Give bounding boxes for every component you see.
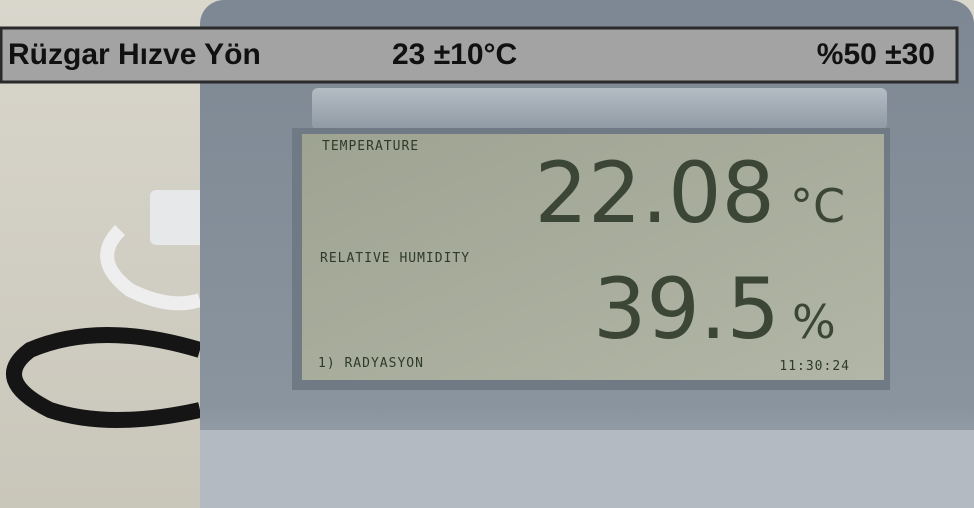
header-spec: 23 ±10°C <box>392 38 517 71</box>
lcd-time: 11:30:24 <box>779 359 850 374</box>
lcd-unit: % <box>792 295 836 349</box>
photo: TEMPERATURE 22.08 °C RELATIVE HUMIDITY 3… <box>0 0 974 508</box>
lcd-label: RELATIVE HUMIDITY <box>320 251 470 266</box>
device-base <box>200 430 974 508</box>
lcd-value: 22.08 <box>535 144 775 242</box>
lcd-value: 39.5 <box>593 260 780 358</box>
lcd-status: 1) RADYASYON <box>318 356 424 371</box>
header-title: Rüzgar Hızve Yön <box>8 38 261 71</box>
header-spec: %50 ±30 <box>817 38 935 71</box>
lcd-unit: °C <box>790 179 845 233</box>
lcd-label: TEMPERATURE <box>322 139 419 154</box>
connector <box>150 190 205 245</box>
page: TEMPERATURE 22.08 °C RELATIVE HUMIDITY 3… <box>0 0 974 508</box>
bezel-top <box>312 88 887 130</box>
